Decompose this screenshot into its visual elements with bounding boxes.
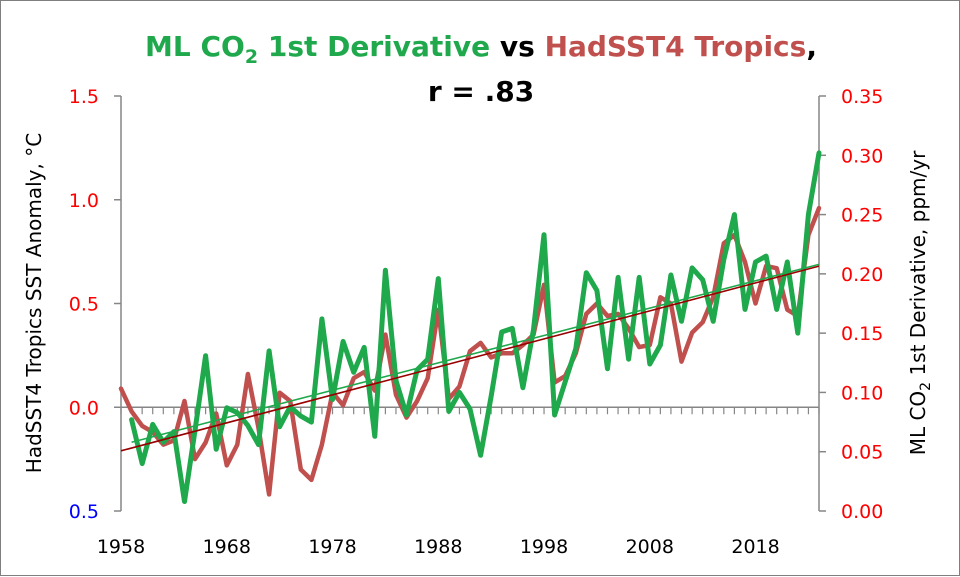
left-tick-labels: 1.5 1.0 0.5 0.0 0.5: [69, 86, 99, 523]
y-right-tick-label: 0.35: [841, 86, 883, 108]
trendlines-group: [120, 263, 820, 452]
x-tick-label: 1988: [414, 536, 462, 558]
trendline-sst: [120, 265, 820, 452]
y-right-tick-label: 0.10: [841, 382, 883, 404]
title-vs-part: vs: [490, 30, 544, 63]
y-axis-right-title-post: 1st Derivative, ppm/yr: [906, 150, 930, 382]
y-right-tick-label: 0.25: [841, 205, 883, 227]
title-comma: ,: [806, 30, 817, 63]
y-axis-left-title: HadSST4 Tropics SST Anomaly, °C: [22, 133, 46, 473]
right-tick-labels: 0.35 0.30 0.25 0.20 0.15 0.10 0.05 0.00: [841, 86, 883, 523]
title-derivative-part: 1st Derivative: [258, 30, 490, 63]
title-co2-part: ML CO: [145, 30, 245, 63]
y-left-tick-label: 1.0: [69, 190, 99, 212]
y-left-tick-label: 0.0: [69, 397, 99, 419]
x-tick-label: 2008: [626, 536, 674, 558]
y-axis-right-title-pre: ML CO: [906, 391, 930, 455]
chart-subtitle-correlation: r = .83: [428, 75, 534, 108]
series-line-co2: [129, 150, 822, 504]
x-tick-label: 1998: [520, 536, 568, 558]
y-right-tick-label: 0.05: [841, 442, 883, 464]
title-co2-subscript: 2: [245, 46, 258, 68]
y-axis-right-title-sub: 2: [918, 382, 934, 391]
y-left-tick-label: 0.5: [69, 294, 99, 316]
series-group: [118, 150, 822, 504]
x-tick-label: 1958: [97, 536, 145, 558]
x-tick-label: 2018: [731, 536, 779, 558]
series-line-sst: [118, 205, 822, 497]
y-right-tick-label: 0.30: [841, 145, 883, 167]
chart-title: ML CO2 1st Derivative vs HadSST4 Tropics…: [145, 30, 817, 68]
axes-group: [114, 95, 826, 512]
y-axis-right-title: ML CO2 1st Derivative, ppm/yr: [906, 150, 934, 455]
y-right-tick-label: 0.15: [841, 323, 883, 345]
y-left-tick-label: 1.5: [69, 86, 99, 108]
title-sst-part: HadSST4 Tropics: [545, 30, 807, 63]
x-tick-label: 1968: [203, 536, 251, 558]
x-tick-labels: 1958 1968 1978 1988 1998 2008 2018: [97, 536, 780, 558]
y-left-tick-label: 0.5: [69, 501, 99, 523]
x-tick-label: 1978: [308, 536, 356, 558]
y-right-tick-label: 0.20: [841, 264, 883, 286]
y-right-tick-label: 0.00: [841, 501, 883, 523]
trendline-co2: [131, 263, 820, 444]
